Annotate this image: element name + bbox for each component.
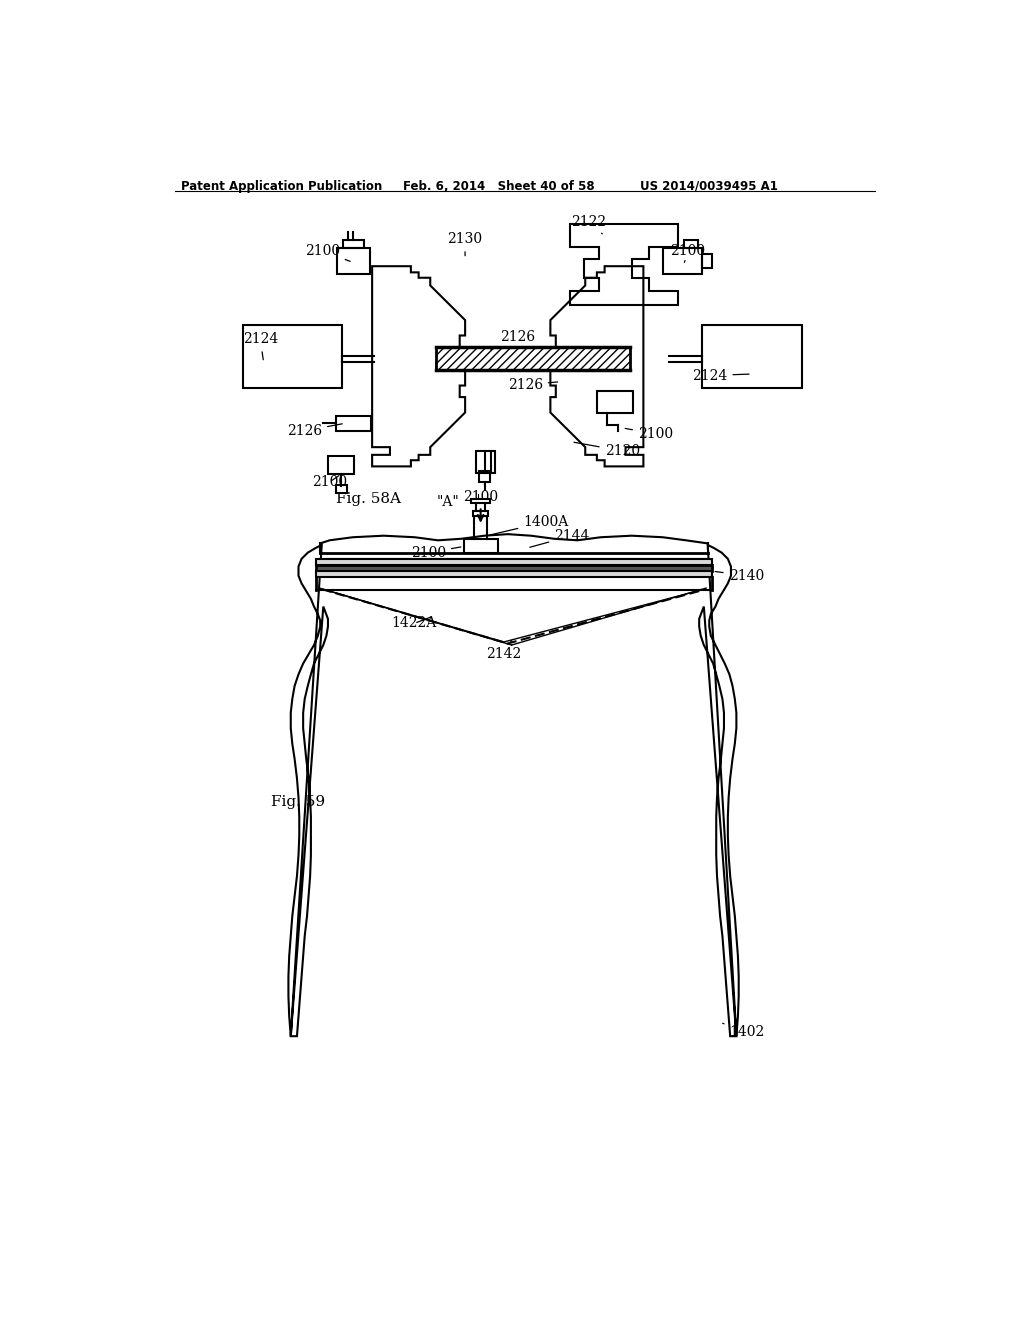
Text: 2100: 2100 <box>411 545 461 560</box>
Bar <box>343 240 364 248</box>
Text: 2142: 2142 <box>486 640 521 661</box>
Text: 1422A: 1422A <box>391 616 437 631</box>
Text: US 2014/0039495 A1: US 2014/0039495 A1 <box>640 180 777 193</box>
Bar <box>701 253 713 268</box>
Text: 2126: 2126 <box>490 330 536 350</box>
Text: 2100: 2100 <box>671 244 706 263</box>
Bar <box>315 572 713 577</box>
Bar <box>684 240 698 248</box>
Text: "A": "A" <box>436 495 459 508</box>
Text: 1400A: 1400A <box>489 515 568 535</box>
Text: 2140: 2140 <box>715 569 764 582</box>
Bar <box>464 539 498 553</box>
Text: 1402: 1402 <box>723 1023 765 1039</box>
Bar <box>471 499 489 503</box>
Text: 2126: 2126 <box>508 378 558 392</box>
Bar <box>473 511 488 516</box>
Bar <box>315 558 713 565</box>
Text: 2144: 2144 <box>529 529 590 548</box>
Text: Fig. 58A: Fig. 58A <box>336 492 400 507</box>
Bar <box>336 416 372 430</box>
Text: Feb. 6, 2014   Sheet 40 of 58: Feb. 6, 2014 Sheet 40 of 58 <box>403 180 595 193</box>
Bar <box>328 455 354 474</box>
Text: 2120: 2120 <box>574 442 640 458</box>
Text: Patent Application Publication: Patent Application Publication <box>180 180 382 193</box>
Text: 2130: 2130 <box>447 232 482 256</box>
Text: 2124: 2124 <box>692 368 750 383</box>
Bar <box>663 248 701 275</box>
Bar <box>597 391 633 412</box>
Text: 2126: 2126 <box>287 424 342 438</box>
Bar <box>476 451 495 473</box>
Text: Fig. 59: Fig. 59 <box>271 795 326 809</box>
Bar <box>336 484 346 492</box>
Text: 2100: 2100 <box>305 244 350 261</box>
Text: 2100: 2100 <box>312 475 347 488</box>
Text: 2122: 2122 <box>571 215 606 234</box>
Bar <box>243 325 342 388</box>
Bar <box>337 248 370 275</box>
Text: 2100: 2100 <box>463 484 498 504</box>
Bar <box>479 471 489 482</box>
Bar <box>315 565 713 572</box>
Bar <box>436 347 630 370</box>
Text: 2100: 2100 <box>626 428 673 441</box>
Text: 2124: 2124 <box>243 333 278 360</box>
Bar <box>701 325 802 388</box>
